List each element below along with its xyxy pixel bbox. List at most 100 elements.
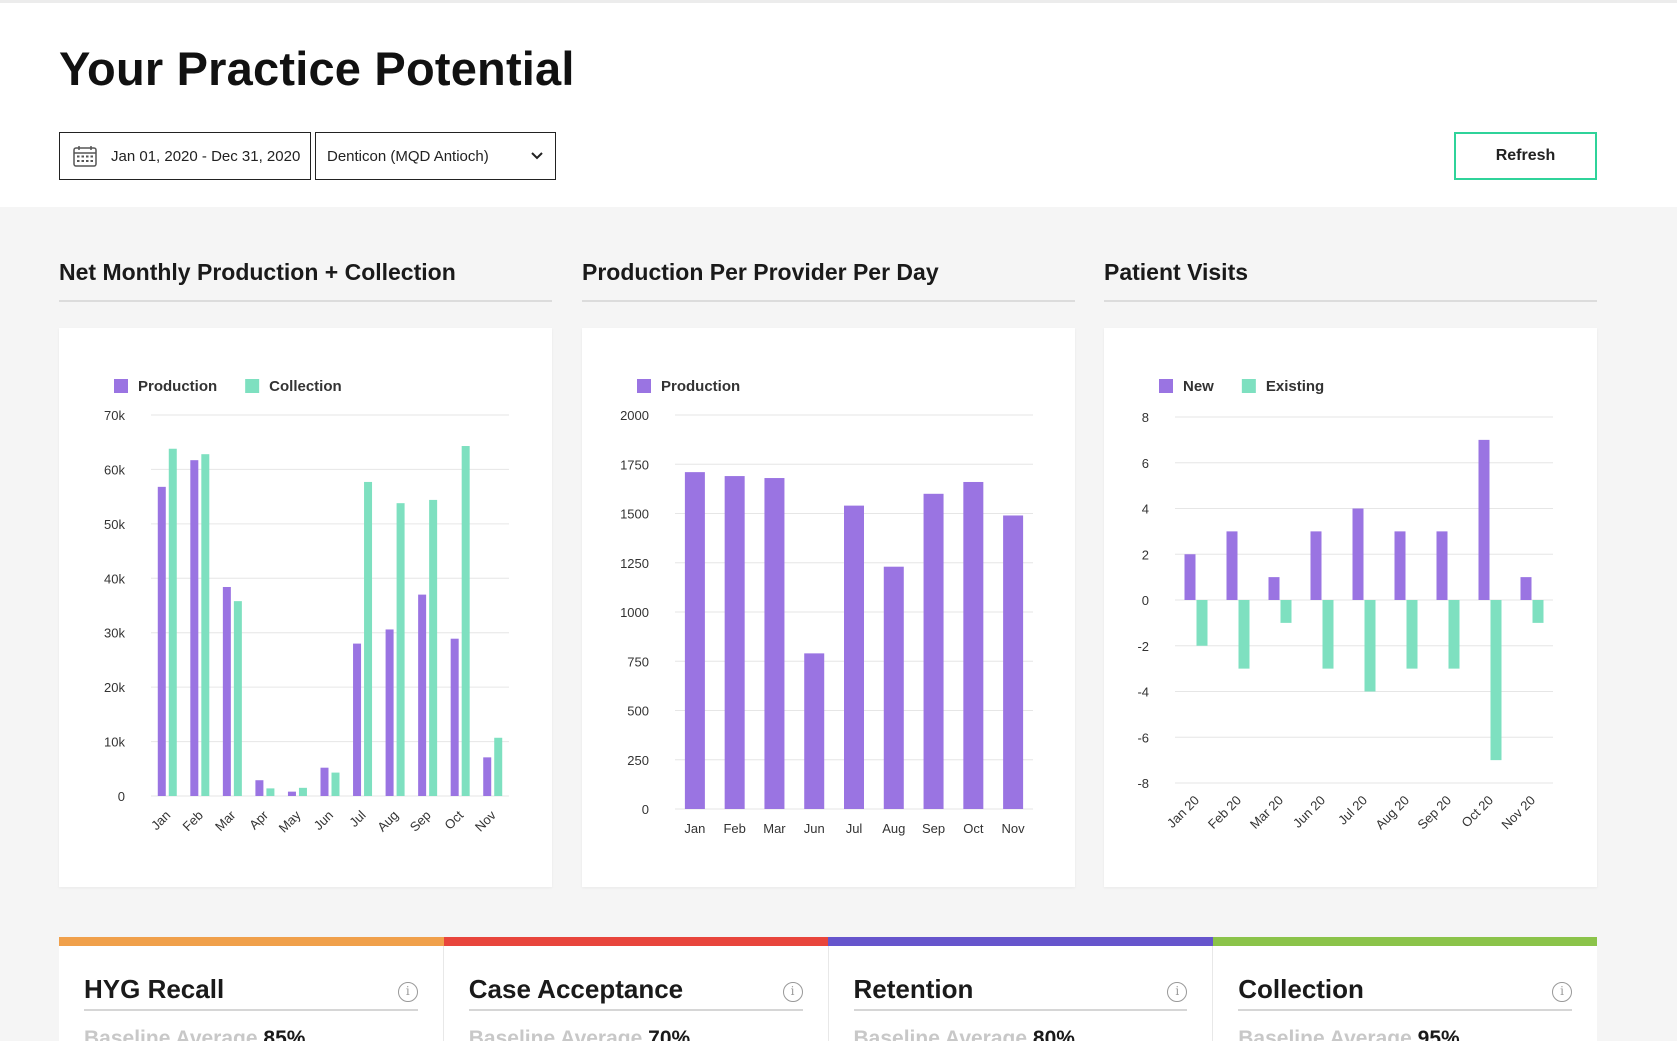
legend-swatch bbox=[245, 379, 260, 393]
info-icon[interactable]: i bbox=[1167, 982, 1188, 1002]
baseline-label: Baseline Average bbox=[853, 1027, 1028, 1041]
patient-visits-chart: New Existing -8 -6 -4 -2 0 2 4 6 8 Jan 20 Feb 20 Mar … bbox=[1137, 378, 1553, 833]
section-divider bbox=[59, 300, 552, 302]
bar-production-aug bbox=[385, 629, 394, 796]
bar-production-mar bbox=[222, 586, 231, 796]
y-tick-label: 60k bbox=[104, 462, 125, 477]
x-tick-label: Sep bbox=[407, 808, 434, 835]
bar-collection-jan bbox=[168, 448, 177, 796]
legend-label: Collection bbox=[269, 378, 342, 395]
bar-collection-may bbox=[298, 787, 307, 796]
section-title-production-collection: Net Monthly Production + Collection bbox=[59, 259, 456, 285]
y-tick-label: 10k bbox=[104, 735, 125, 750]
x-tick-label: Sep bbox=[922, 821, 945, 836]
bar-new-jun-20 bbox=[1310, 531, 1322, 600]
metric-baseline: Baseline Average 85% bbox=[84, 1027, 305, 1041]
refresh-button[interactable]: Refresh bbox=[1454, 132, 1597, 180]
bar-production-sep bbox=[418, 594, 427, 796]
y-tick-label: 2 bbox=[1142, 547, 1149, 562]
calendar-icon bbox=[73, 146, 97, 167]
legend-swatch bbox=[1241, 379, 1256, 393]
x-tick-label: Nov 20 bbox=[1498, 793, 1538, 833]
metric-baseline: Baseline Average 95% bbox=[1238, 1027, 1459, 1041]
x-tick-label: Jun bbox=[311, 808, 336, 833]
x-tick-label: Jun bbox=[804, 821, 825, 836]
band-orange bbox=[59, 937, 444, 946]
bar-collection-oct bbox=[461, 446, 470, 796]
date-range-picker[interactable]: Jan 01, 2020 - Dec 31, 2020 bbox=[59, 132, 311, 180]
bar-production-oct bbox=[963, 481, 984, 809]
bar-existing-jan-20 bbox=[1196, 600, 1208, 646]
info-icon[interactable]: i bbox=[782, 982, 803, 1002]
bar-existing-jul-20 bbox=[1364, 600, 1376, 692]
bar-collection-feb bbox=[201, 454, 210, 796]
x-tick-label: Oct bbox=[963, 821, 984, 836]
section-divider bbox=[1104, 300, 1597, 302]
bar-collection-jun bbox=[331, 772, 340, 796]
y-tick-label: 40k bbox=[104, 571, 125, 586]
section-divider bbox=[582, 300, 1075, 302]
y-tick-label: 1250 bbox=[620, 556, 649, 571]
metric-title: Collection bbox=[1238, 974, 1364, 1004]
info-icon[interactable]: i bbox=[397, 982, 418, 1002]
x-tick-label: Nov bbox=[472, 807, 499, 834]
legend-swatch bbox=[1159, 379, 1173, 393]
practice-select[interactable]: Denticon (MQD Antioch) bbox=[315, 132, 556, 180]
bar-new-oct-20 bbox=[1478, 439, 1490, 600]
baseline-value: 80% bbox=[1032, 1027, 1075, 1041]
y-tick-label: 4 bbox=[1142, 502, 1149, 517]
x-tick-label: Jan bbox=[148, 808, 173, 833]
metric-card-collection: Collection i Baseline Average 95% bbox=[1213, 946, 1597, 1041]
production-collection-chart: Production Collection 0 10k 20k 30k 40k 50k 60k 7… bbox=[104, 378, 509, 835]
bar-production-sep bbox=[923, 493, 944, 809]
bar-production-jul bbox=[353, 643, 362, 796]
bar-existing-jun-20 bbox=[1322, 600, 1334, 669]
y-tick-label: 30k bbox=[104, 626, 125, 641]
y-tick-label: 500 bbox=[627, 704, 649, 719]
page-title: Your Practice Potential bbox=[59, 42, 575, 95]
y-tick-label: -4 bbox=[1137, 685, 1149, 700]
bar-existing-feb-20 bbox=[1238, 600, 1250, 669]
bar-new-mar-20 bbox=[1268, 577, 1280, 600]
chevron-down-icon bbox=[531, 152, 543, 160]
bar-production-feb bbox=[724, 476, 745, 809]
metric-title: Retention bbox=[853, 974, 974, 1004]
x-tick-label: Jul bbox=[846, 821, 863, 836]
bar-production-oct bbox=[450, 638, 459, 796]
section-title-production-per-provider: Production Per Provider Per Day bbox=[582, 259, 939, 285]
x-tick-label: May bbox=[276, 807, 304, 835]
baseline-label: Baseline Average bbox=[84, 1027, 258, 1041]
bar-collection-apr bbox=[266, 788, 275, 796]
x-tick-label: Feb 20 bbox=[1205, 793, 1244, 832]
legend-label: Existing bbox=[1266, 378, 1324, 395]
bar-new-nov-20 bbox=[1520, 577, 1532, 600]
metric-title: HYG Recall bbox=[84, 974, 225, 1004]
x-tick-label: Jan bbox=[684, 821, 705, 836]
x-tick-label: Oct bbox=[441, 807, 466, 832]
y-tick-label: 70k bbox=[104, 408, 125, 423]
metric-card-hyg-recall: HYG Recall i Baseline Average 85% bbox=[59, 946, 444, 1041]
y-tick-label: 1500 bbox=[620, 507, 649, 522]
y-tick-label: 1750 bbox=[620, 457, 649, 472]
bar-production-jan bbox=[684, 472, 705, 809]
x-tick-label: Aug bbox=[374, 808, 401, 835]
y-tick-label: -6 bbox=[1137, 730, 1149, 745]
y-tick-label: 1000 bbox=[620, 605, 649, 620]
legend-swatch bbox=[637, 379, 651, 393]
x-tick-label: Feb bbox=[723, 821, 745, 836]
metric-baseline: Baseline Average 80% bbox=[854, 1027, 1075, 1041]
bar-collection-jul bbox=[364, 481, 373, 796]
bar-new-aug-20 bbox=[1394, 531, 1406, 600]
x-tick-label: Nov bbox=[1002, 821, 1026, 836]
y-tick-label: 0 bbox=[118, 789, 125, 804]
bar-collection-sep bbox=[429, 499, 438, 796]
x-tick-label: Oct 20 bbox=[1458, 793, 1496, 831]
x-tick-label: Feb bbox=[179, 808, 205, 834]
bar-new-jul-20 bbox=[1352, 508, 1364, 600]
bar-production-aug bbox=[883, 566, 904, 809]
band-lime bbox=[1212, 937, 1597, 946]
legend-label: New bbox=[1183, 378, 1214, 395]
info-icon[interactable]: i bbox=[1552, 982, 1572, 1002]
metrics-row: HYG Recall i Baseline Average 85% Case A… bbox=[59, 946, 1597, 1041]
bar-collection-nov bbox=[494, 737, 503, 796]
